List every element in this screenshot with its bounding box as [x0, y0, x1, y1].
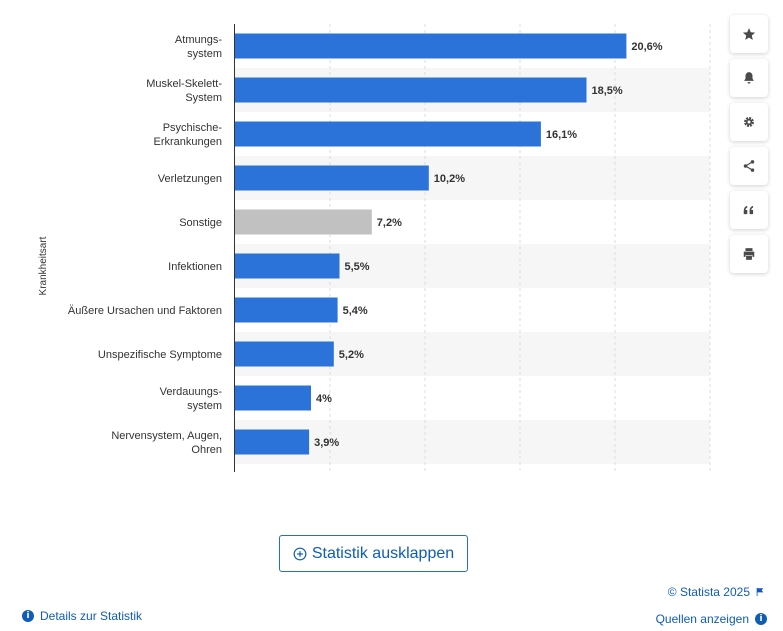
bar[interactable]: [235, 297, 338, 323]
category-label: Unspezifische Symptome: [98, 349, 222, 361]
value-label: 5,5%: [345, 261, 370, 273]
settings-button[interactable]: [730, 103, 768, 141]
row-bands: [235, 68, 710, 464]
star-icon: [742, 28, 756, 40]
value-label: 16,1%: [546, 129, 577, 141]
share-icon: [743, 160, 755, 172]
category-label: Infektionen: [168, 261, 222, 273]
info-icon: i: [22, 610, 34, 622]
expand-statistic-label: Statistik ausklappen: [311, 544, 455, 562]
category-label: Sonstige: [179, 217, 222, 229]
value-label: 5,4%: [343, 305, 368, 317]
details-link-label: Details zur Statistik: [40, 609, 143, 623]
category-label: Psychische-Erkrankungen: [154, 122, 223, 148]
category-label: Äußere Ursachen und Faktoren: [68, 305, 222, 317]
quote-icon: [743, 205, 754, 215]
copyright-text: © Statista 2025: [667, 585, 750, 599]
print-button[interactable]: [730, 235, 768, 273]
bar[interactable]: [235, 253, 340, 279]
plus-circle-icon: [293, 547, 307, 560]
expand-statistic-button[interactable]: Statistik ausklappen: [279, 535, 468, 572]
category-label: Verletzungen: [158, 173, 222, 185]
share-button[interactable]: [730, 147, 768, 185]
gear-icon: [744, 117, 754, 127]
value-label: 3,9%: [314, 437, 339, 449]
row-band: [235, 420, 710, 464]
category-label: Atmungs-system: [175, 34, 222, 60]
bars: [235, 33, 627, 455]
value-label: 18,5%: [592, 85, 623, 97]
bar[interactable]: [235, 209, 372, 235]
sources-link[interactable]: Quellen anzeigen i: [656, 612, 767, 626]
bar[interactable]: [235, 165, 429, 191]
copyright[interactable]: © Statista 2025: [668, 585, 765, 599]
cite-button[interactable]: [730, 191, 768, 229]
bar[interactable]: [235, 429, 310, 455]
value-label: 7,2%: [377, 217, 402, 229]
print-icon: [743, 248, 755, 260]
value-label: 4%: [316, 393, 332, 405]
sources-link-label: Quellen anzeigen: [655, 612, 749, 626]
category-label: Verdauungs-system: [160, 386, 223, 412]
info-icon: i: [755, 613, 767, 625]
bell-icon: [744, 72, 754, 84]
bar[interactable]: [235, 121, 541, 147]
value-label: 5,2%: [339, 349, 364, 361]
bar[interactable]: [235, 385, 311, 411]
bar[interactable]: [235, 341, 334, 367]
value-label: 10,2%: [434, 173, 465, 185]
flag-icon: [756, 587, 764, 597]
category-labels: Atmungs-system Muskel-Skelett-System Psych…: [68, 34, 222, 456]
favorite-button[interactable]: [730, 15, 768, 53]
details-link[interactable]: i Details zur Statistik: [22, 609, 142, 623]
side-toolbar: [730, 15, 768, 279]
y-axis-title: Krankheitsart: [38, 236, 49, 295]
category-label: Nervensystem, Augen, Ohren: [111, 430, 222, 456]
category-label: Muskel-Skelett-System: [146, 78, 222, 104]
notification-button[interactable]: [730, 59, 768, 97]
value-label: 20,6%: [631, 41, 662, 53]
bar[interactable]: [235, 77, 587, 103]
bar[interactable]: [235, 33, 627, 59]
value-labels: 20,6% 18,5% 16,1% 10,2% 7,2% 5,5% 5,4% 5,2% 4% 3,…: [314, 41, 663, 449]
